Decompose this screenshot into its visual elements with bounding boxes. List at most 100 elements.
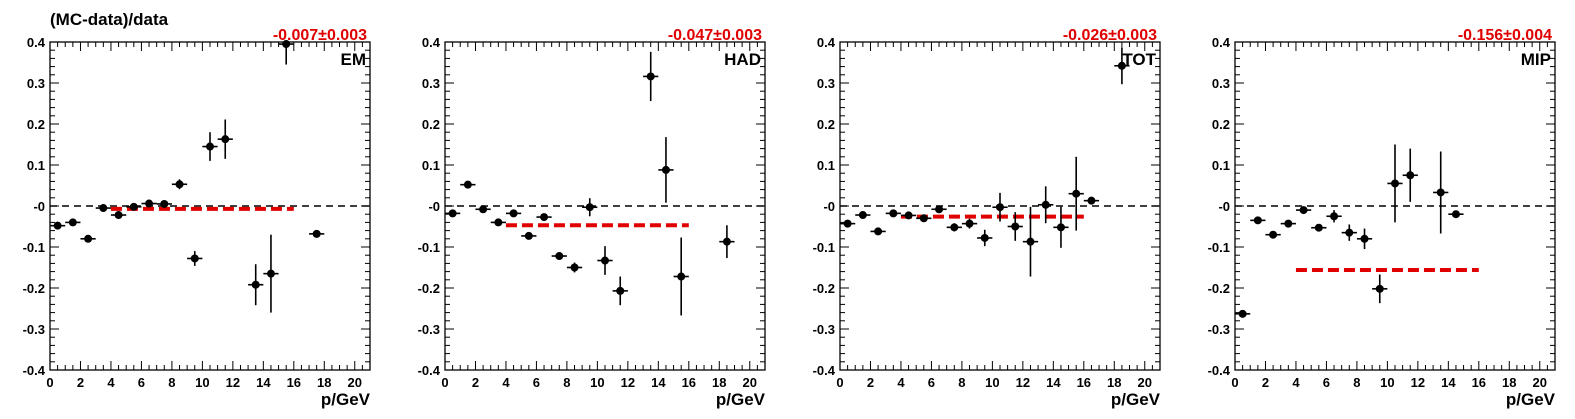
data-point — [114, 211, 123, 220]
y-tick-label: -0.4 — [813, 363, 836, 378]
y-tick-label: -0.2 — [23, 281, 45, 296]
data-point — [570, 263, 579, 272]
data-point — [1375, 284, 1384, 293]
data-point — [1041, 200, 1050, 209]
data-point — [1056, 223, 1065, 232]
data-point — [616, 286, 625, 295]
data-point — [1436, 188, 1445, 197]
data-point — [677, 272, 686, 281]
x-tick-label: 10 — [590, 375, 604, 390]
x-tick-label: 2 — [867, 375, 874, 390]
x-tick-label: 20 — [1533, 375, 1547, 390]
data-point — [1330, 212, 1339, 221]
y-tick-label: 0.4 — [817, 35, 836, 50]
data-point — [509, 209, 518, 218]
y-tick-label: -0.1 — [418, 240, 440, 255]
y-tick-label: -0 — [428, 199, 440, 214]
data-point — [221, 135, 230, 144]
fit-value-label: -0.047±0.003 — [668, 27, 762, 44]
x-tick-label: 6 — [138, 375, 145, 390]
data-point — [722, 237, 731, 246]
x-tick-label: 2 — [1262, 375, 1269, 390]
data-point — [1406, 171, 1415, 180]
x-tick-label: 14 — [651, 375, 666, 390]
data-point — [1253, 216, 1262, 225]
data-point — [1451, 210, 1460, 219]
data-point — [1072, 189, 1081, 198]
x-tick-label: 18 — [712, 375, 726, 390]
y-tick-label: -0.3 — [23, 322, 45, 337]
y-tick-label: 0.3 — [422, 76, 440, 91]
y-tick-label: -0.4 — [1208, 363, 1231, 378]
x-tick-label: 0 — [46, 375, 53, 390]
x-tick-label: 2 — [77, 375, 84, 390]
data-point — [980, 233, 989, 242]
data-point — [874, 227, 883, 236]
x-tick-label: 4 — [107, 375, 115, 390]
data-point — [312, 229, 321, 238]
x-tick-label: 14 — [1441, 375, 1456, 390]
x-tick-label: 20 — [1138, 375, 1152, 390]
y-tick-label: -0.1 — [813, 240, 835, 255]
data-point — [175, 180, 184, 189]
x-tick-label: 20 — [743, 375, 757, 390]
y-tick-label: -0 — [823, 199, 835, 214]
data-point — [1391, 179, 1399, 188]
x-tick-label: 10 — [1380, 375, 1394, 390]
panel-had: -0.4 -0.3 -0.2 -0.1 -0 0.1 0.2 0.3 0.4 0 2 4 6 8 10 12 1… — [418, 27, 766, 409]
y-tick-label: 0.4 — [27, 35, 46, 50]
x-tick-label: 18 — [1107, 375, 1121, 390]
x-tick-label: 0 — [1231, 375, 1238, 390]
panel-mip: -0.4 -0.3 -0.2 -0.1 -0 0.1 0.2 0.3 0.4 0 2 4 6 8 10 12 1… — [1208, 27, 1556, 409]
panel-label: EM — [341, 50, 367, 69]
data-point — [1345, 228, 1354, 237]
x-tick-label: 8 — [168, 375, 175, 390]
x-tick-label: 16 — [287, 375, 301, 390]
x-tick-label: 2 — [472, 375, 479, 390]
data-point — [1360, 234, 1369, 243]
data-point — [282, 40, 291, 49]
data-point — [904, 211, 913, 220]
x-tick-label: 16 — [1472, 375, 1486, 390]
x-tick-label: 14 — [256, 375, 271, 390]
data-point — [1238, 309, 1247, 318]
x-tick-label: 18 — [317, 375, 331, 390]
fit-value-label: -0.156±0.004 — [1458, 27, 1552, 44]
y-tick-label: -0.3 — [418, 322, 440, 337]
data-point — [266, 269, 275, 278]
data-point — [160, 199, 169, 208]
x-tick-label: 6 — [1323, 375, 1330, 390]
panel-label: HAD — [724, 50, 761, 69]
y-tick-label: 0.2 — [1212, 117, 1230, 132]
panel-label: TOT — [1122, 50, 1156, 69]
x-tick-label: 10 — [195, 375, 209, 390]
y-tick-label: 0.3 — [1212, 76, 1230, 91]
x-tick-label: 20 — [348, 375, 362, 390]
x-tick-label: 8 — [563, 375, 570, 390]
x-axis-title: p/GeV — [1111, 390, 1161, 409]
data-point — [843, 219, 852, 228]
data-point — [601, 256, 609, 265]
y-tick-label: -0 — [33, 199, 45, 214]
x-axis-title: p/GeV — [321, 390, 371, 409]
panel-label: MIP — [1521, 50, 1551, 69]
y-tick-label: 0.4 — [422, 35, 441, 50]
data-point — [1299, 206, 1308, 215]
data-point — [1011, 222, 1020, 231]
data-point — [494, 218, 503, 227]
x-tick-label: 16 — [1077, 375, 1091, 390]
x-tick-label: 14 — [1046, 375, 1061, 390]
x-tick-label: 4 — [502, 375, 510, 390]
x-tick-label: 0 — [836, 375, 843, 390]
data-point — [68, 218, 77, 227]
data-point — [555, 252, 564, 261]
y-tick-label: -0.2 — [418, 281, 440, 296]
x-tick-label: 12 — [1016, 375, 1030, 390]
y-tick-label: -0.4 — [23, 363, 46, 378]
data-point — [84, 234, 93, 243]
y-tick-label: 0.2 — [422, 117, 440, 132]
data-point — [1026, 237, 1035, 246]
y-tick-label: 0.4 — [1212, 35, 1231, 50]
x-axis-title: p/GeV — [716, 390, 766, 409]
y-tick-label: 0.2 — [817, 117, 835, 132]
